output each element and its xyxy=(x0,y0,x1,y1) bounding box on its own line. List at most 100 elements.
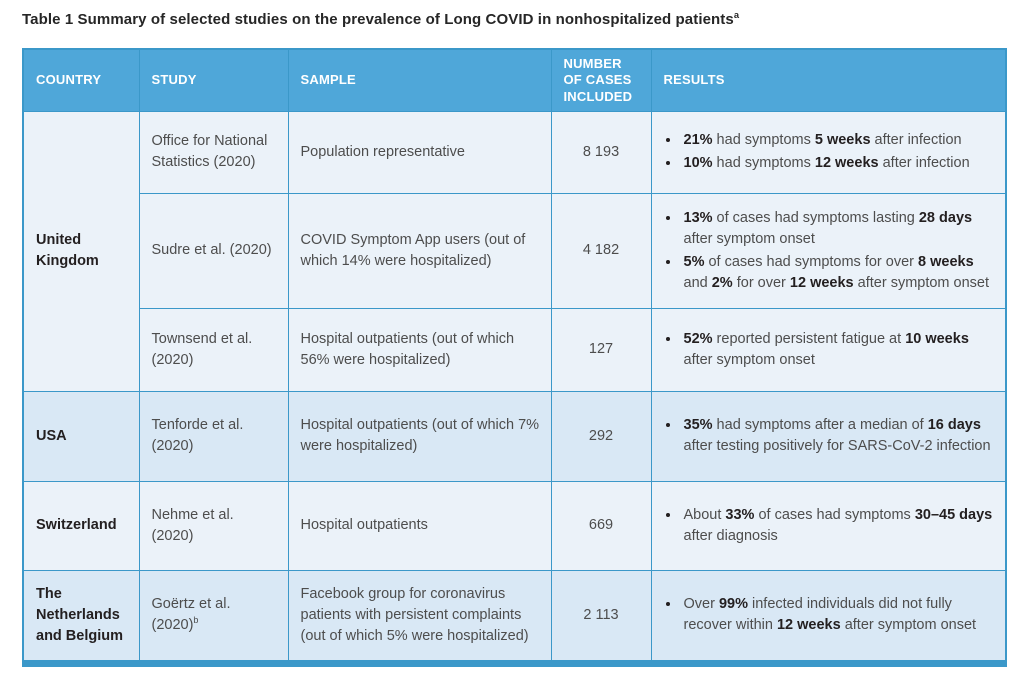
results-cell: 21% had symptoms 5 weeks after infection… xyxy=(650,110,1007,194)
cases-cell: 127 xyxy=(550,307,652,392)
result-highlight: 28 days xyxy=(918,209,973,226)
result-highlight: 5% xyxy=(683,253,705,270)
study-cell: Goërtz et al. (2020)b xyxy=(138,569,289,664)
result-item: 5% of cases had symptoms for over 8 week… xyxy=(681,252,996,294)
result-highlight: 16 days xyxy=(927,417,981,434)
result-text: after symptom onset xyxy=(840,617,977,634)
table-header: COUNTRY STUDY SAMPLE NUMBER OF CASES INC… xyxy=(22,48,1007,112)
results-list: About 33% of cases had symptoms 30–45 da… xyxy=(681,505,996,547)
result-text: after infection xyxy=(878,155,970,172)
country-cell: United Kingdom xyxy=(22,110,140,392)
country-cell: The Netherlands and Belgium xyxy=(22,569,140,664)
results-list: 35% had symptoms after a median of 16 da… xyxy=(681,415,996,457)
result-text: of cases had symptoms lasting xyxy=(712,209,919,226)
cases-cell: 669 xyxy=(550,480,652,571)
results-cell: 52% reported persistent fatigue at 10 we… xyxy=(650,307,1007,392)
result-highlight: 21% xyxy=(683,132,713,149)
result-text: for over xyxy=(732,274,790,291)
result-text: had symptoms xyxy=(712,132,815,149)
table-header-row: COUNTRY STUDY SAMPLE NUMBER OF CASES INC… xyxy=(22,48,1007,112)
result-text: and xyxy=(683,274,712,291)
result-highlight: 33% xyxy=(725,506,755,523)
column-header-country: COUNTRY xyxy=(22,48,140,112)
results-list: Over 99% infected individuals did not fu… xyxy=(681,594,996,636)
results-list: 13% of cases had symptoms lasting 28 day… xyxy=(681,208,996,294)
result-text: after diagnosis xyxy=(683,527,778,544)
footnote-marker-b: b xyxy=(193,615,199,626)
result-highlight: 5 weeks xyxy=(814,132,871,149)
study-cell: Tenforde et al. (2020) xyxy=(138,390,289,482)
result-highlight: 30–45 days xyxy=(914,506,993,523)
cases-cell: 8 193 xyxy=(550,110,652,194)
table-body: United Kingdom Office for National Statis… xyxy=(22,110,1007,664)
study-name: Goërtz et al. (2020) xyxy=(151,596,231,634)
result-text: after symptom onset xyxy=(683,351,815,368)
result-item: Over 99% infected individuals did not fu… xyxy=(681,594,996,636)
result-highlight: 10 weeks xyxy=(905,330,969,347)
cases-cell: 4 182 xyxy=(550,192,652,309)
sample-cell: Hospital outpatients (out of which 56% w… xyxy=(287,307,552,392)
result-text: after testing positively for SARS-CoV-2 … xyxy=(683,438,991,455)
result-text: reported persistent fatigue at xyxy=(712,330,906,347)
footnote-marker-a: a xyxy=(733,10,740,20)
cases-cell: 292 xyxy=(550,390,652,482)
results-cell: Over 99% infected individuals did not fu… xyxy=(650,569,1007,664)
table-title-text: Table 1 Summary of selected studies on t… xyxy=(22,11,734,28)
result-item: 13% of cases had symptoms lasting 28 day… xyxy=(681,208,996,250)
table-row: The Netherlands and Belgium Goërtz et al.… xyxy=(22,569,1007,664)
study-cell: Nehme et al. (2020) xyxy=(138,480,289,571)
table-title: Table 1 Summary of selected studies on t… xyxy=(22,10,740,28)
result-item: About 33% of cases had symptoms 30–45 da… xyxy=(681,505,996,547)
result-text: had symptoms after a median of xyxy=(712,417,928,434)
results-list: 52% reported persistent fatigue at 10 we… xyxy=(681,329,996,371)
result-highlight: 12 weeks xyxy=(814,155,879,172)
study-name: Townsend et al. (2020) xyxy=(151,330,253,368)
study-name: Sudre et al. (2020) xyxy=(151,242,272,259)
study-cell: Office for National Statistics (2020) xyxy=(138,110,289,194)
result-text: of cases had symptoms for over xyxy=(704,253,919,270)
result-text: infected individuals did not fully recov… xyxy=(683,596,952,634)
study-name: Office for National Statistics (2020) xyxy=(151,133,268,171)
sample-cell: Facebook group for coronavirus patients … xyxy=(287,569,552,664)
result-highlight: 12 weeks xyxy=(776,617,841,634)
result-highlight: 35% xyxy=(683,417,713,434)
table-row: USA Tenforde et al. (2020) Hospital outpat… xyxy=(22,390,1007,482)
column-header-results: RESULTS xyxy=(650,48,1007,112)
result-highlight: 12 weeks xyxy=(789,274,854,291)
long-covid-studies-table: COUNTRY STUDY SAMPLE NUMBER OF CASES INC… xyxy=(22,48,1007,667)
sample-cell: Population representative xyxy=(287,110,552,194)
result-highlight: 8 weeks xyxy=(918,253,974,270)
study-cell: Townsend et al. (2020) xyxy=(138,307,289,392)
result-item: 10% had symptoms 12 weeks after infectio… xyxy=(681,153,996,174)
result-text: of cases had symptoms xyxy=(754,506,915,523)
result-item: 21% had symptoms 5 weeks after infection xyxy=(681,130,996,151)
cases-cell: 2 113 xyxy=(550,569,652,664)
table-row: Townsend et al. (2020) Hospital outpatien… xyxy=(23,307,1007,392)
table-row: United Kingdom Office for National Statis… xyxy=(22,110,1007,392)
result-highlight: 99% xyxy=(718,596,748,613)
results-cell: About 33% of cases had symptoms 30–45 da… xyxy=(650,480,1007,571)
sample-cell: Hospital outpatients (out of which 7% we… xyxy=(287,390,552,482)
result-text: About xyxy=(683,506,726,523)
result-item: 35% had symptoms after a median of 16 da… xyxy=(681,415,996,457)
result-highlight: 10% xyxy=(683,155,713,172)
results-cell: 35% had symptoms after a median of 16 da… xyxy=(650,390,1007,482)
results-cell: 13% of cases had symptoms lasting 28 day… xyxy=(650,192,1007,309)
result-text: after symptom onset xyxy=(683,230,815,247)
column-header-study: STUDY xyxy=(138,48,289,112)
results-list: 21% had symptoms 5 weeks after infection… xyxy=(681,130,996,174)
country-cell: USA xyxy=(22,390,140,482)
country-cell: Switzerland xyxy=(22,480,140,571)
table-row: Switzerland Nehme et al. (2020) Hospital o… xyxy=(22,480,1007,571)
study-cell: Sudre et al. (2020) xyxy=(138,192,289,309)
study-name: Nehme et al. (2020) xyxy=(151,506,234,544)
study-name: Tenforde et al. (2020) xyxy=(151,417,244,455)
result-highlight: 52% xyxy=(683,330,713,347)
result-text: after symptom onset xyxy=(853,274,990,291)
result-highlight: 2% xyxy=(711,274,733,291)
sample-cell: COVID Symptom App users (out of which 14… xyxy=(287,192,552,309)
sample-cell: Hospital outpatients xyxy=(287,480,552,571)
column-header-sample: SAMPLE xyxy=(287,48,552,112)
result-text: Over xyxy=(683,596,719,613)
